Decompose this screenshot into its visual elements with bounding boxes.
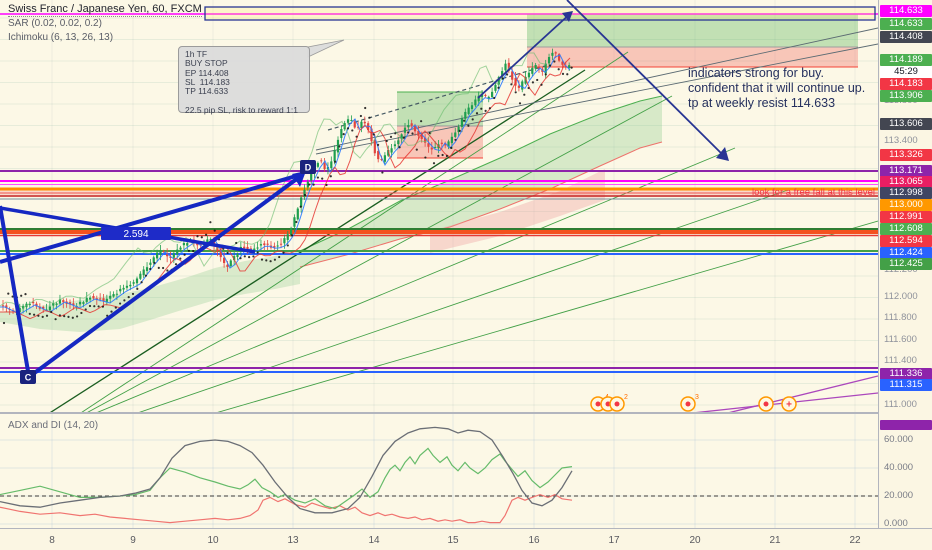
price-label: 112.991 [880,211,932,223]
idea-bubble[interactable]: 3 [680,394,699,412]
note-line: tp at weekly resist 114.633 [688,96,836,110]
svg-text:D: D [305,163,312,173]
time-label: 20 [689,535,701,546]
time-label: 14 [368,535,380,546]
price-label: 113.326 [880,149,932,161]
price-label [880,420,932,430]
time-label: 21 [769,535,781,546]
callout-line: SL 114.183 [185,76,230,87]
callout-line: EP 114.408 [185,67,229,78]
price-chart-canvas[interactable]: DC2.594423+ [0,0,878,528]
price-label: 112.425 [880,258,932,270]
price-label: 113.171 [880,165,932,177]
adx-pane [0,414,878,528]
price-label: 113.606 [880,118,932,130]
price-axis[interactable]: 113.800113.400112.200112.000111.800111.6… [878,0,932,528]
time-label: 15 [447,535,459,546]
note-line: confident that it will continue up. [688,81,866,95]
price-grid-label: 111.400 [884,355,917,366]
line-price-flag[interactable]: 2.594 [101,227,171,240]
price-grid-label: 113.400 [884,135,918,146]
price-grid-label: 111.800 [884,312,917,323]
price-label: 114.183 [880,78,932,90]
price-grid-label: 111.000 [884,399,917,410]
price-label: 111.336 [880,368,932,380]
warning-text[interactable]: look for a free fall at this level [751,187,875,198]
sar-dots [2,60,573,325]
value-axis-label: 20.000 [884,490,914,501]
time-label: 17 [608,535,620,546]
time-label: 10 [207,535,219,546]
callout-line: TP 114.633 [185,86,229,97]
price-label: 114.408 [880,31,932,43]
point-badge-C[interactable]: C [20,370,36,384]
time-label: 13 [287,535,299,546]
price-label: 114.189 [880,54,932,66]
time-label: 8 [49,535,55,546]
price-label: 113.065 [880,176,932,188]
indicator-adx-label[interactable]: ADX and DI (14, 20) [8,420,99,431]
note-line: indicators strong for buy. [688,66,824,80]
time-label: 9 [130,535,136,546]
callout-line: 1h TF [185,49,208,59]
value-axis-label: 0.000 [884,518,908,528]
analysis-note[interactable]: indicators strong for buy. confident tha… [688,66,865,111]
value-axis-label: 60.000 [884,434,914,445]
countdown-label: 45:29 [880,66,932,78]
price-grid-label: 111.600 [884,334,917,345]
idea-bubble[interactable]: + [781,396,797,412]
svg-text:C: C [25,373,32,383]
time-axis[interactable]: 8 9 10 13 14 15 16 17 20 21 22 [0,528,932,550]
price-grid-label: 112.000 [884,291,918,302]
price-label: 114.633 [880,18,932,30]
price-label: 113.000 [880,199,932,211]
price-label: 114.633 [880,5,932,17]
idea-bubble[interactable]: 2 [609,394,628,412]
pane-separator[interactable] [0,412,932,414]
svg-text:3: 3 [695,394,699,401]
price-label: 111.315 [880,379,932,391]
point-badge-D[interactable]: D [300,160,316,174]
callout-line: 22.5 pip SL, risk to reward 1:1 [185,104,298,115]
value-axis-label: 40.000 [884,462,914,473]
svg-text:2: 2 [624,394,628,401]
callout-line: BUY STOP [185,58,228,69]
price-label: 112.998 [880,187,932,199]
price-label: 112.594 [880,235,932,247]
indicator-ichimoku-label[interactable]: Ichimoku (6, 13, 26, 13) [8,32,114,43]
symbol-title[interactable]: Swiss Franc / Japanese Yen, 60, FXCM [8,3,202,17]
indicator-sar-label[interactable]: SAR (0.02, 0.02, 0.2) [8,18,102,29]
time-label: 22 [849,535,861,546]
idea-bubble[interactable] [758,396,774,412]
price-label: 112.424 [880,247,932,259]
time-label: 16 [528,535,540,546]
main-pane: DC2.594423+ [0,0,878,413]
price-label: 113.906 [880,90,932,102]
svg-text:2.594: 2.594 [123,229,148,240]
trade-plan-callout[interactable]: 1h TF BUY STOP EP 114.408 SL 114.183 TP … [178,46,310,115]
svg-text:+: + [786,400,792,411]
price-label: 112.608 [880,223,932,235]
